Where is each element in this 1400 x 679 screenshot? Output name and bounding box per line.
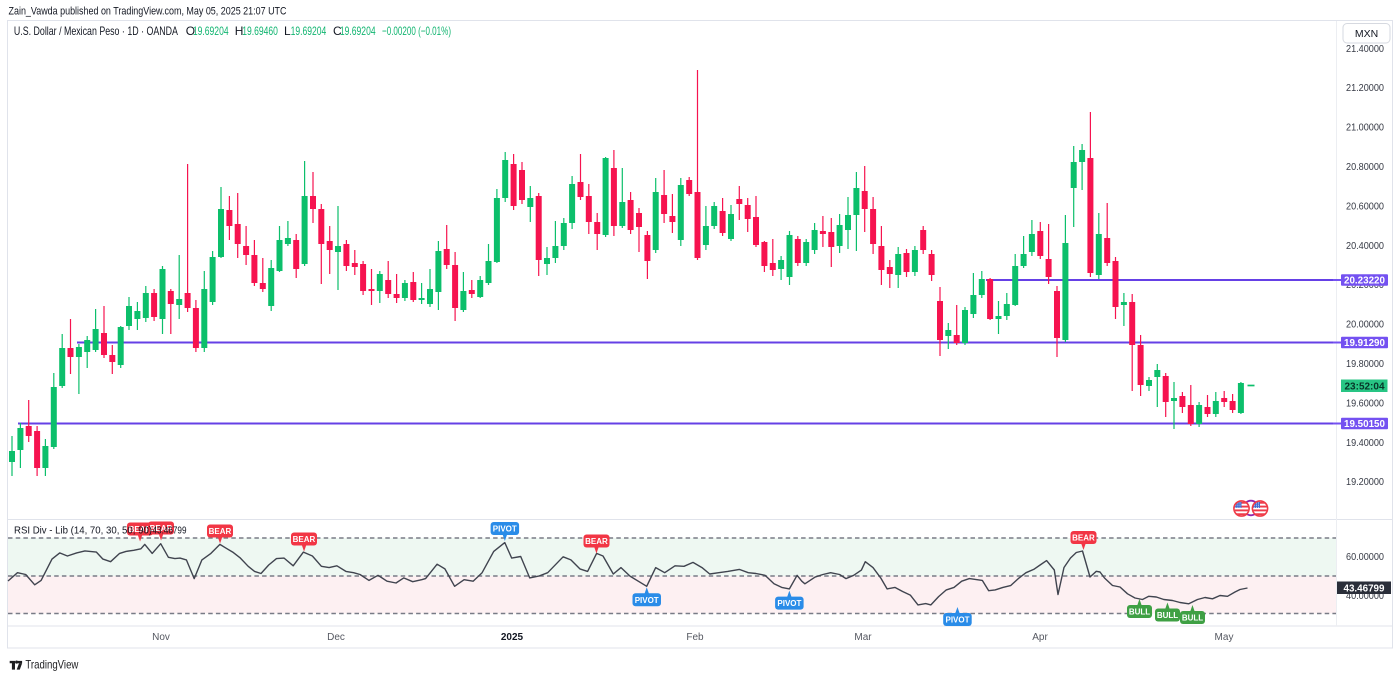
svg-text:BULL: BULL: [1182, 614, 1203, 623]
svg-text:19.20000: 19.20000: [1346, 477, 1384, 488]
svg-text:Feb: Feb: [686, 632, 704, 643]
svg-text:Apr: Apr: [1032, 632, 1048, 643]
svg-text:BEAR: BEAR: [293, 535, 316, 544]
svg-text:Nov: Nov: [152, 632, 170, 643]
svg-text:19.80000: 19.80000: [1346, 359, 1384, 370]
svg-text:Zain_Vawda published on Tradin: Zain_Vawda published on TradingView.com,…: [9, 6, 287, 18]
svg-text:L: L: [284, 24, 291, 38]
svg-text:19.69204: 19.69204: [291, 24, 327, 38]
svg-text:−0.00200 (−0.01%): −0.00200 (−0.01%): [382, 24, 451, 38]
svg-text:TradingView: TradingView: [25, 657, 78, 671]
svg-text:19.69204: 19.69204: [193, 24, 229, 38]
svg-text:19.50150: 19.50150: [1344, 419, 1385, 430]
svg-text:MXN: MXN: [1355, 28, 1378, 40]
svg-text:20.80000: 20.80000: [1346, 162, 1384, 173]
svg-text:BULL: BULL: [1157, 611, 1178, 620]
svg-text:Mar: Mar: [854, 632, 872, 643]
svg-text:2025: 2025: [501, 632, 524, 643]
svg-text:19.69204: 19.69204: [340, 24, 376, 38]
svg-text:21.40000: 21.40000: [1346, 44, 1384, 55]
svg-text:May: May: [1215, 632, 1234, 643]
svg-text:BULL: BULL: [1129, 608, 1150, 617]
svg-text:PIVOT: PIVOT: [777, 599, 801, 608]
svg-text:Dec: Dec: [327, 632, 345, 643]
svg-text:20.00000: 20.00000: [1346, 320, 1384, 331]
svg-text:C: C: [333, 24, 342, 38]
svg-text:20.40000: 20.40000: [1346, 241, 1384, 252]
svg-text:O: O: [186, 24, 195, 38]
svg-text:19.91290: 19.91290: [1344, 338, 1385, 349]
svg-text:43.46799: 43.46799: [153, 526, 187, 537]
svg-text:60.00000: 60.00000: [1346, 552, 1384, 563]
svg-text:PIVOT: PIVOT: [635, 596, 659, 605]
svg-text:H: H: [235, 24, 244, 38]
svg-text:40.00000: 40.00000: [1346, 591, 1384, 602]
svg-text:PIVOT: PIVOT: [945, 616, 969, 625]
svg-text:20.23220: 20.23220: [1344, 276, 1385, 287]
svg-text:BEAR: BEAR: [150, 524, 173, 533]
svg-text:19.69460: 19.69460: [242, 24, 278, 38]
svg-text:23:52:04: 23:52:04: [1345, 381, 1385, 392]
svg-text:21.20000: 21.20000: [1346, 83, 1384, 94]
svg-text:43.46799: 43.46799: [1344, 583, 1385, 594]
svg-text:RSI Div - Lib (14, 70, 30, 50,: RSI Div - Lib (14, 70, 30, 50, 90): [14, 526, 152, 537]
svg-text:BEAR: BEAR: [1072, 534, 1095, 543]
svg-text:21.00000: 21.00000: [1346, 123, 1384, 134]
svg-text:19.60000: 19.60000: [1346, 398, 1384, 409]
svg-text:U.S. Dollar / Mexican Peso · 1: U.S. Dollar / Mexican Peso · 1D · OANDA: [14, 24, 178, 38]
svg-text:PIVOT: PIVOT: [493, 525, 517, 534]
svg-text:BEAR: BEAR: [129, 525, 152, 534]
svg-text:BEAR: BEAR: [209, 527, 232, 536]
svg-text:20.60000: 20.60000: [1346, 201, 1384, 212]
svg-text:19.40000: 19.40000: [1346, 438, 1384, 449]
svg-text:BEAR: BEAR: [585, 537, 608, 546]
